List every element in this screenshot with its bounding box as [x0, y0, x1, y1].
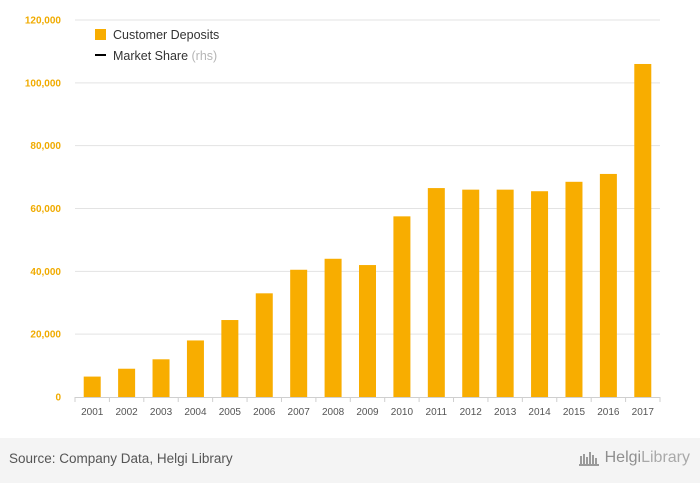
- x-tick-label-2001: 2001: [81, 407, 104, 418]
- y-tick-label: 120,000: [25, 16, 62, 27]
- brand-text-library: Library: [641, 449, 690, 466]
- bar-customer-deposits-2017[interactable]: [634, 63, 652, 397]
- x-tick-label-2005: 2005: [219, 407, 242, 418]
- helgi-library-brand[interactable]: HelgiLibrary: [578, 449, 690, 467]
- bar-customer-deposits-2001[interactable]: [83, 376, 101, 397]
- bar-customer-deposits-2012[interactable]: [462, 189, 480, 397]
- legend-swatch-market-share: [95, 54, 106, 56]
- bar-customer-deposits-2010[interactable]: [393, 216, 411, 397]
- bar-customer-deposits-2014[interactable]: [531, 191, 549, 397]
- y-tick-label: 100,000: [25, 78, 62, 89]
- bar-customer-deposits-2008[interactable]: [324, 258, 342, 397]
- x-tick-label-2016: 2016: [597, 407, 620, 418]
- bar-customer-deposits-2013[interactable]: [496, 189, 514, 397]
- x-tick-label-2003: 2003: [150, 407, 173, 418]
- legend-label-market-share: Market Share (rhs): [113, 49, 217, 63]
- x-tick-label-2014: 2014: [528, 407, 551, 418]
- y-axis-ticks: 0 20,000 40,000 60,000 80,000 100,000 120,000: [25, 16, 62, 404]
- y-tick-label: 40,000: [30, 267, 61, 278]
- x-tick-label-2013: 2013: [494, 407, 517, 418]
- bar-customer-deposits-2015[interactable]: [565, 181, 583, 397]
- brand-text-helgi: Helgi: [604, 449, 642, 466]
- x-tick-label-2012: 2012: [460, 407, 483, 418]
- bar-customer-deposits-2011[interactable]: [427, 188, 445, 397]
- bar-customer-deposits-2016[interactable]: [599, 173, 617, 397]
- gridlines: [75, 19, 660, 398]
- legend-swatch-customer-deposits: [95, 29, 106, 40]
- x-axis-ticks: 2001 2002 2003 2004 2005 2006 2007 2008 2009 2010…: [74, 397, 661, 418]
- x-tick-label-2008: 2008: [322, 407, 345, 418]
- y-tick-label: 20,000: [30, 330, 61, 341]
- bar-customer-deposits-2004[interactable]: [186, 340, 204, 397]
- x-tick-label-2017: 2017: [632, 407, 655, 418]
- x-tick-label-2009: 2009: [356, 407, 379, 418]
- legend-label-market-share-suffix: (rhs): [192, 49, 218, 63]
- legend-label-market-share-name: Market Share: [113, 49, 188, 63]
- brand-text: HelgiLibrary: [605, 449, 690, 467]
- legend: Customer Deposits Market Share (rhs): [95, 28, 219, 63]
- x-tick-label-2002: 2002: [115, 407, 138, 418]
- x-tick-label-2015: 2015: [563, 407, 586, 418]
- legend-label-customer-deposits: Customer Deposits: [113, 28, 219, 42]
- bar-customer-deposits-2003[interactable]: [152, 359, 170, 397]
- x-tick-label-2011: 2011: [426, 407, 448, 418]
- source-note: Source: Company Data, Helgi Library: [9, 451, 233, 466]
- bars: [83, 63, 652, 397]
- y-tick-label: 0: [55, 393, 61, 404]
- y-tick-label: 60,000: [30, 204, 61, 215]
- x-tick-label-2004: 2004: [184, 407, 207, 418]
- x-tick-label-2006: 2006: [253, 407, 276, 418]
- bar-customer-deposits-2009[interactable]: [359, 265, 376, 397]
- bar-customer-deposits-2006[interactable]: [255, 293, 273, 397]
- bar-customer-deposits-2007[interactable]: [290, 269, 308, 397]
- bar-customer-deposits-2005[interactable]: [221, 320, 239, 397]
- helgi-library-logo-icon: [578, 450, 601, 466]
- x-tick-label-2007: 2007: [288, 407, 311, 418]
- bar-customer-deposits-2002[interactable]: [118, 368, 136, 397]
- x-tick-label-2010: 2010: [391, 407, 414, 418]
- y-tick-label: 80,000: [30, 141, 61, 152]
